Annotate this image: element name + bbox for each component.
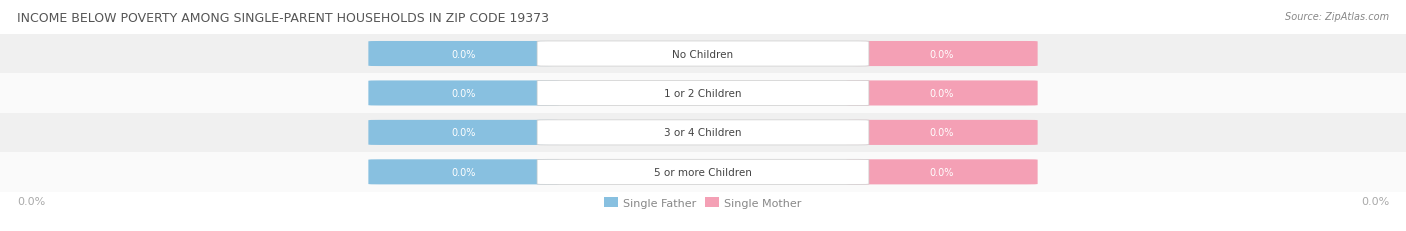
Legend: Single Father, Single Mother: Single Father, Single Mother bbox=[600, 193, 806, 213]
Text: 0.0%: 0.0% bbox=[451, 88, 477, 99]
FancyBboxPatch shape bbox=[846, 81, 1038, 106]
Text: 3 or 4 Children: 3 or 4 Children bbox=[664, 128, 742, 138]
Bar bbox=[0, 74, 1406, 113]
FancyBboxPatch shape bbox=[537, 81, 869, 106]
FancyBboxPatch shape bbox=[368, 160, 560, 185]
FancyBboxPatch shape bbox=[368, 42, 560, 67]
Text: 5 or more Children: 5 or more Children bbox=[654, 167, 752, 177]
Text: No Children: No Children bbox=[672, 49, 734, 59]
Bar bbox=[0, 152, 1406, 192]
Text: 0.0%: 0.0% bbox=[929, 88, 955, 99]
Text: 0.0%: 0.0% bbox=[929, 49, 955, 59]
Text: 0.0%: 0.0% bbox=[451, 128, 477, 138]
FancyBboxPatch shape bbox=[537, 160, 869, 185]
Text: 0.0%: 0.0% bbox=[451, 167, 477, 177]
FancyBboxPatch shape bbox=[368, 81, 560, 106]
Text: 0.0%: 0.0% bbox=[17, 196, 45, 206]
FancyBboxPatch shape bbox=[368, 120, 560, 145]
Bar bbox=[0, 113, 1406, 152]
Text: 0.0%: 0.0% bbox=[451, 49, 477, 59]
Text: 0.0%: 0.0% bbox=[929, 167, 955, 177]
FancyBboxPatch shape bbox=[537, 120, 869, 145]
FancyBboxPatch shape bbox=[537, 42, 869, 67]
Text: 0.0%: 0.0% bbox=[929, 128, 955, 138]
FancyBboxPatch shape bbox=[846, 160, 1038, 185]
FancyBboxPatch shape bbox=[846, 120, 1038, 145]
Text: 1 or 2 Children: 1 or 2 Children bbox=[664, 88, 742, 99]
Text: 0.0%: 0.0% bbox=[1361, 196, 1389, 206]
Bar bbox=[0, 35, 1406, 74]
Text: Source: ZipAtlas.com: Source: ZipAtlas.com bbox=[1285, 12, 1389, 21]
Text: INCOME BELOW POVERTY AMONG SINGLE-PARENT HOUSEHOLDS IN ZIP CODE 19373: INCOME BELOW POVERTY AMONG SINGLE-PARENT… bbox=[17, 12, 548, 24]
FancyBboxPatch shape bbox=[846, 42, 1038, 67]
